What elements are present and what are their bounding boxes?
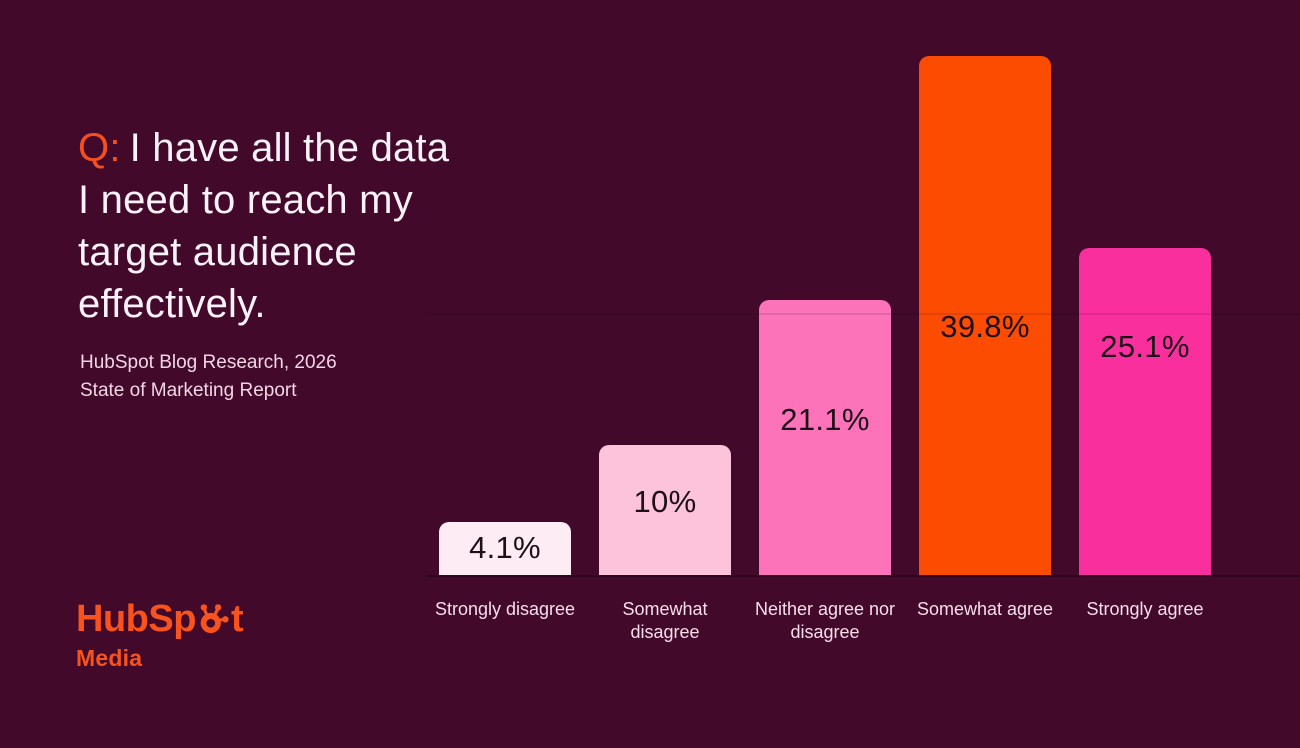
gridline-20pct <box>425 313 1300 315</box>
bar-2: 10% <box>599 445 731 575</box>
question-line-1-text: I have all the data <box>129 126 450 170</box>
question-line-1: Q: I have all the data <box>78 122 498 174</box>
bar-value-label-4: 39.8% <box>940 309 1030 344</box>
bar-chart: 4.1% Strongly disagree 10% Somewhat disagre… <box>435 40 1211 642</box>
bar-column-5: 25.1% Strongly agree <box>1079 40 1211 619</box>
question-title: Q: I have all the data I need to reach my… <box>78 122 498 330</box>
question-line-3: target audience <box>78 230 357 274</box>
bar-3: 21.1% <box>759 300 891 575</box>
x-axis-line <box>425 575 1300 577</box>
bar-value-label-5: 25.1% <box>1100 329 1190 364</box>
category-label-4: Somewhat agree <box>916 599 1054 619</box>
bar-value-label-1: 4.1% <box>469 530 541 565</box>
source-line-2: State of Marketing Report <box>80 380 297 401</box>
bar-column-4: 39.8% Somewhat agree <box>917 40 1053 619</box>
bar-column-2: 10% Somewhat disagree <box>599 40 731 642</box>
wordmark-text-before: HubSp <box>76 598 196 640</box>
question-prefix: Q: <box>78 126 121 170</box>
wordmark-text-after: t <box>230 598 244 640</box>
bar-column-3: 21.1% Neither agree nor disagree <box>755 40 895 642</box>
question-line-4: effectively. <box>78 282 266 326</box>
hubspot-media-logo: HubSp t Media <box>76 598 244 672</box>
sprocket-paths <box>200 604 229 634</box>
bar-1: 4.1% <box>439 522 571 575</box>
hubspot-wordmark: HubSp t <box>76 598 244 640</box>
category-label-3: Neither agree nor disagree <box>754 599 896 642</box>
source-line-1: HubSpot Blog Research, 2026 <box>80 352 337 373</box>
bar-5: 25.1% <box>1079 248 1211 575</box>
category-label-1: Strongly disagree <box>434 599 576 619</box>
category-label-2: Somewhat disagree <box>622 599 708 642</box>
bar-value-label-3: 21.1% <box>780 402 870 437</box>
bar-value-label-2: 10% <box>633 484 697 519</box>
hubspot-sprocket-icon <box>200 604 229 634</box>
bar-4: 39.8% <box>919 56 1051 575</box>
category-label-5: Strongly agree <box>1086 599 1204 619</box>
source-citation: HubSpot Blog Research, 2026 State of Mar… <box>80 349 440 405</box>
question-line-2: I need to reach my <box>78 178 413 222</box>
bar-column-1: 4.1% Strongly disagree <box>435 40 575 619</box>
logo-sublabel: Media <box>76 645 143 671</box>
